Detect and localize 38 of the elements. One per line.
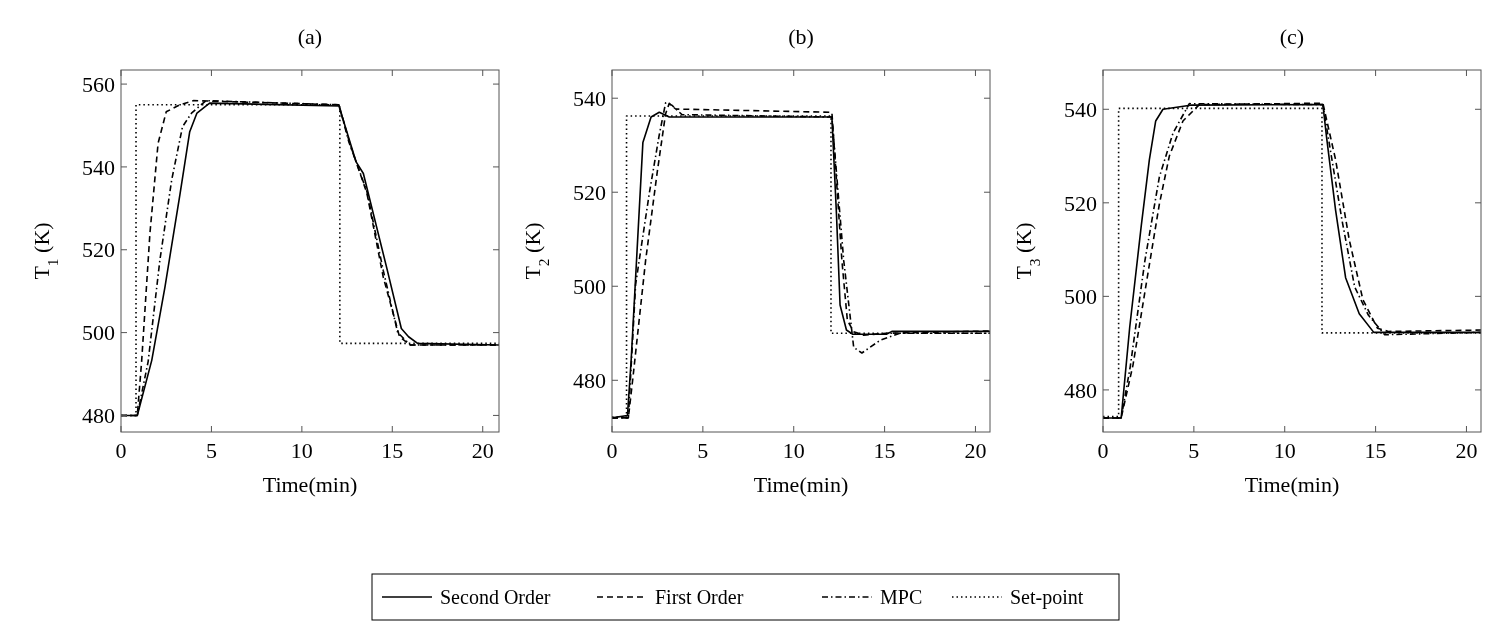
legend-label: MPC — [880, 586, 923, 608]
legend-label: Set-point — [1010, 586, 1084, 609]
legend-label: First Order — [655, 586, 744, 608]
x-tick-label: 0 — [1097, 438, 1109, 463]
x-tick-label: 15 — [873, 438, 896, 463]
y-tick-label: 540 — [573, 85, 606, 111]
y-tick-label: 480 — [82, 403, 115, 429]
y-tick-label: 520 — [82, 237, 115, 263]
x-tick-label: 0 — [606, 438, 618, 463]
y-tick-label: 500 — [573, 273, 606, 299]
y-tick-label: 500 — [82, 320, 115, 346]
y-tick-label: 480 — [573, 367, 606, 393]
x-tick-label: 5 — [205, 438, 217, 463]
x-tick-label: 15 — [381, 438, 404, 463]
legend-label: Second Order — [440, 586, 551, 608]
x-tick-label: 10 — [290, 438, 313, 463]
x-tick-label: 20 — [471, 438, 494, 463]
chart-title: (a) — [297, 24, 323, 49]
y-tick-label: 500 — [1064, 284, 1097, 310]
x-tick-label: 5 — [1188, 438, 1200, 463]
y-tick-label: 540 — [82, 154, 115, 180]
chart-title: (b) — [788, 24, 814, 49]
x-axis-title: Time(min) — [262, 472, 358, 497]
y-tick-label: 520 — [573, 179, 606, 205]
chart-title: (c) — [1279, 24, 1305, 49]
y-tick-label: 480 — [1064, 377, 1097, 403]
x-tick-label: 20 — [1455, 438, 1478, 463]
x-tick-label: 0 — [115, 438, 127, 463]
x-tick-label: 10 — [782, 438, 805, 463]
x-tick-label: 10 — [1273, 438, 1296, 463]
x-tick-label: 15 — [1364, 438, 1387, 463]
x-tick-label: 5 — [697, 438, 709, 463]
x-tick-label: 20 — [964, 438, 987, 463]
y-tick-label: 560 — [82, 71, 115, 97]
x-axis-title: Time(min) — [1244, 472, 1340, 497]
y-tick-label: 520 — [1064, 190, 1097, 216]
y-tick-label: 540 — [1064, 96, 1097, 122]
x-axis-title: Time(min) — [753, 472, 849, 497]
